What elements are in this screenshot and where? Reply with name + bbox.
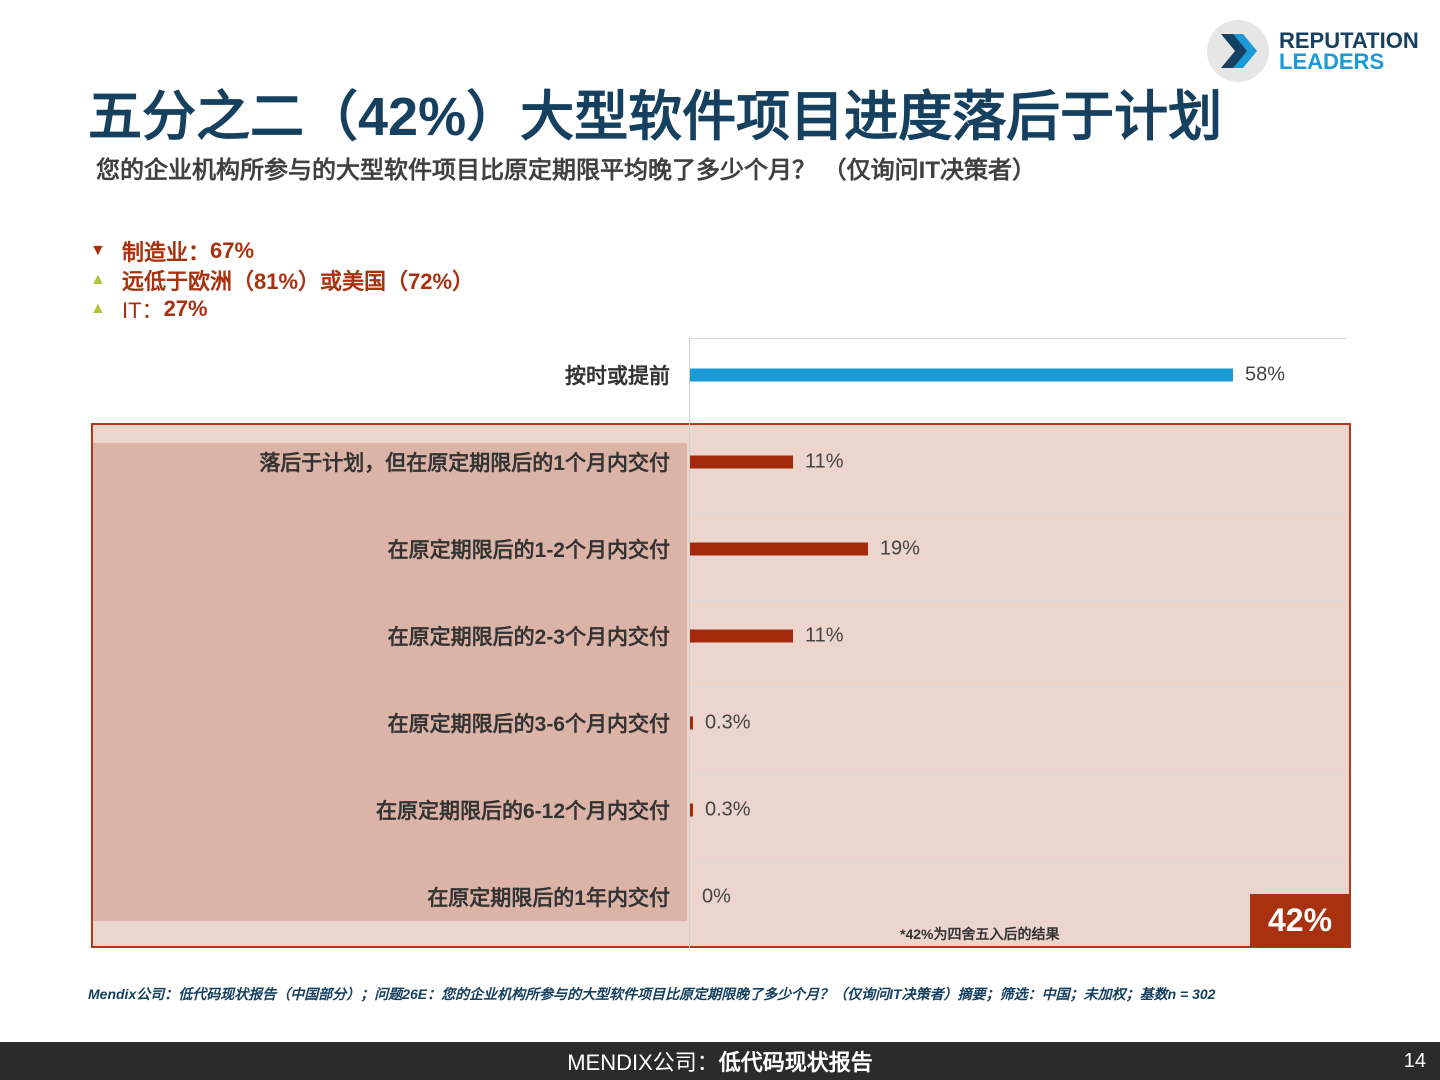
category-label: 在原定期限后的6-12个月内交付: [375, 800, 670, 823]
gridline: [690, 600, 1347, 601]
y-axis-line: [689, 338, 690, 948]
value-label: 58%: [1245, 363, 1286, 386]
gridline: [690, 773, 1347, 774]
bar: [690, 542, 868, 556]
gridline: [690, 861, 1347, 862]
triangle-down-icon: ▼: [90, 241, 106, 259]
bar: [690, 455, 793, 469]
value-label: 0.3%: [705, 711, 751, 734]
late-labels-shade: [93, 443, 687, 921]
triangle-up-icon: ▲: [90, 270, 106, 288]
value-label: 0%: [702, 885, 731, 908]
note-item: ▲ IT： 27%: [90, 294, 474, 323]
footer-brand: MENDIX公司：: [567, 1050, 719, 1075]
footer-bar: MENDIX公司： 低代码现状报告: [0, 1042, 1440, 1080]
note-item: ▼ 制造业： 67%: [90, 236, 474, 265]
logo-chevron-icon: [1207, 20, 1269, 82]
rounding-footnote: *42%为四舍五入后的结果: [900, 926, 1060, 942]
notes-list: ▼ 制造业： 67% ▲ 远低于欧洲（81%）或美国（72%） ▲ IT： 27%: [90, 236, 474, 323]
bar: [690, 368, 1233, 382]
logo-line2: LEADERS: [1279, 49, 1385, 74]
bar: [690, 716, 693, 730]
source-note: Mendix公司：低代码现状报告（中国部分）；问题26E：您的企业机构所参与的大…: [88, 986, 1216, 1002]
late-total-badge: 42%: [1250, 894, 1350, 947]
note-label: 远低于欧洲（81%）或美国（72%）: [122, 268, 475, 294]
value-label: 0.3%: [705, 798, 751, 821]
category-label: 在原定期限后的1-2个月内交付: [387, 539, 670, 562]
category-label: 在原定期限后的1年内交付: [427, 887, 670, 910]
footer-report: 低代码现状报告: [718, 1050, 873, 1075]
page-title: 五分之二（42%）大型软件项目进度落后于计划: [88, 87, 1223, 147]
page-number: 14: [1403, 1050, 1426, 1072]
triangle-up-icon: ▲: [90, 299, 106, 317]
value-label: 11%: [804, 624, 844, 647]
category-label: 在原定期限后的3-6个月内交付: [387, 713, 670, 736]
value-label: 11%: [804, 450, 844, 473]
bar: [690, 803, 693, 817]
note-label: 制造业：: [122, 239, 211, 265]
note-value: 67%: [210, 237, 255, 263]
gridline: [690, 687, 1347, 688]
category-label: 按时或提前: [565, 365, 670, 388]
gridline: [690, 513, 1347, 514]
note-value: 27%: [163, 295, 208, 321]
gridline: [690, 338, 1347, 339]
category-label: 在原定期限后的2-3个月内交付: [387, 626, 670, 649]
value-label: 19%: [879, 537, 920, 560]
logo-line1: REPUTATION: [1279, 28, 1419, 53]
reputation-leaders-logo: REPUTATION LEADERS: [1205, 20, 1435, 82]
page-subtitle: 您的企业机构所参与的大型软件项目比原定期限平均晚了多少个月？ （仅询问IT决策者…: [96, 157, 1036, 184]
note-item: ▲ 远低于欧洲（81%）或美国（72%）: [90, 265, 474, 294]
note-label: IT：: [122, 297, 164, 323]
category-label: 落后于计划，但在原定期限后的1个月内交付: [259, 452, 670, 475]
bar: [690, 629, 793, 643]
